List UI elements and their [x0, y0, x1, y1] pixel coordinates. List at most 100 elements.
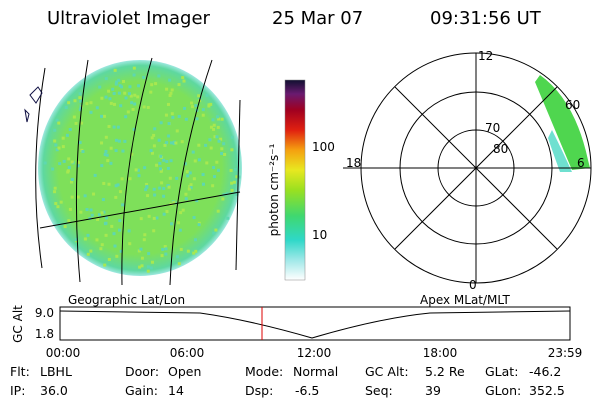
texture — [74, 121, 78, 125]
info-label: GLon: — [485, 383, 521, 398]
texture — [100, 164, 104, 168]
texture — [208, 138, 212, 142]
texture — [159, 154, 163, 158]
texture — [132, 66, 136, 70]
texture — [175, 176, 179, 180]
texture — [73, 99, 77, 103]
texture — [213, 135, 217, 139]
texture — [130, 101, 134, 105]
texture — [207, 103, 211, 107]
texture — [184, 192, 188, 196]
texture — [70, 195, 74, 199]
texture — [164, 247, 168, 251]
texture — [112, 125, 116, 129]
texture — [67, 166, 71, 170]
texture — [104, 77, 108, 81]
texture — [97, 213, 101, 217]
texture — [217, 139, 221, 143]
texture — [216, 168, 220, 172]
texture — [166, 184, 170, 188]
texture — [220, 117, 224, 121]
texture — [121, 203, 125, 207]
colorbar-tick: 10 — [312, 228, 327, 242]
info-label: Dsp: — [245, 383, 273, 398]
texture — [113, 244, 117, 248]
texture — [150, 83, 154, 87]
info-label: Seq: — [365, 383, 393, 398]
texture — [194, 238, 198, 242]
mlt-label: 0 — [469, 278, 477, 292]
texture — [177, 221, 181, 225]
texture — [72, 115, 76, 119]
mlt-label: 18 — [346, 156, 361, 170]
texture — [177, 114, 181, 118]
texture — [223, 152, 227, 156]
texture — [131, 108, 135, 112]
texture — [170, 141, 174, 145]
texture — [79, 106, 83, 110]
texture — [117, 228, 121, 232]
texture — [62, 159, 66, 163]
texture — [78, 108, 82, 112]
x-tick-label: 12:00 — [297, 346, 332, 360]
texture — [55, 148, 59, 152]
texture — [98, 85, 102, 89]
texture — [110, 224, 114, 228]
info-value: LBHL — [40, 364, 72, 379]
texture — [83, 237, 87, 241]
texture — [194, 104, 198, 108]
texture — [118, 219, 122, 223]
date: 25 Mar 07 — [272, 8, 363, 29]
axis-label: GC Alt — [11, 305, 25, 343]
image-label: Geographic Lat/Lon — [68, 293, 185, 307]
texture — [122, 79, 126, 83]
info-label: Mode: — [245, 364, 283, 379]
texture — [58, 162, 62, 166]
texture — [216, 125, 220, 129]
texture — [104, 233, 108, 237]
texture — [69, 180, 73, 184]
image-label: Apex MLat/MLT — [420, 293, 510, 307]
info-label: IP: — [10, 383, 25, 398]
texture — [133, 102, 137, 106]
texture — [165, 87, 169, 91]
texture — [92, 192, 96, 196]
texture — [109, 146, 113, 150]
texture — [133, 93, 137, 97]
texture — [137, 174, 141, 178]
texture — [128, 242, 132, 246]
texture — [104, 135, 108, 139]
texture — [183, 162, 187, 166]
globe — [24, 57, 242, 286]
texture — [201, 108, 205, 112]
texture — [56, 205, 60, 209]
info-value: 5.2 Re — [425, 364, 465, 379]
texture — [197, 143, 201, 147]
texture — [107, 89, 111, 93]
texture — [76, 164, 80, 168]
info-value: 36.0 — [40, 383, 68, 398]
texture — [68, 128, 72, 132]
texture — [150, 151, 154, 155]
texture — [222, 142, 226, 146]
texture — [112, 232, 116, 236]
texture — [186, 249, 190, 253]
texture — [146, 105, 150, 109]
texture — [201, 173, 205, 177]
x-tick-label: 06:00 — [170, 346, 205, 360]
lat-label: 70 — [485, 121, 500, 135]
texture — [57, 146, 61, 150]
texture — [192, 251, 196, 255]
texture — [197, 223, 201, 227]
texture — [162, 212, 166, 216]
texture — [215, 115, 219, 119]
texture — [101, 198, 105, 202]
texture — [55, 118, 59, 122]
texture — [123, 91, 127, 95]
texture — [128, 85, 132, 89]
texture — [70, 160, 74, 164]
texture — [145, 182, 149, 186]
texture — [79, 99, 83, 103]
texture — [132, 73, 136, 77]
